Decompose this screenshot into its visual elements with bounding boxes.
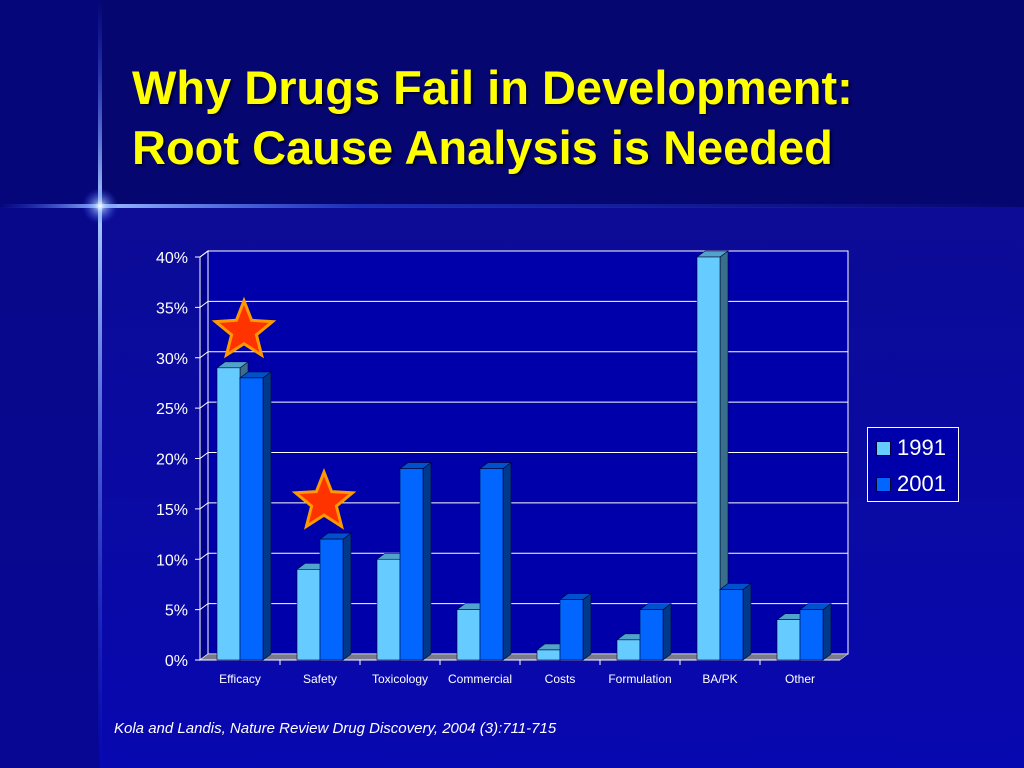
- bar-ba-pk-1991: [696, 256, 721, 661]
- legend-swatch-1991: [876, 440, 891, 456]
- citation: Kola and Landis, Nature Review Drug Disc…: [114, 720, 557, 737]
- bar-other-1991: [776, 619, 801, 661]
- bar-toxicology-1991: [376, 558, 401, 661]
- legend-item-2001: 2001: [876, 471, 946, 496]
- title-line-2: Root Cause Analysis is Needed: [132, 121, 833, 174]
- legend-item-1991: 1991: [876, 435, 946, 460]
- gridline: [199, 300, 848, 308]
- x-tick-label: BA/PK: [702, 672, 737, 686]
- gridline: [199, 502, 848, 510]
- x-tick-label: Efficacy: [219, 672, 261, 686]
- bar-ba-pk-2001: [719, 589, 744, 661]
- y-tick-label: 10%: [156, 552, 188, 569]
- bar-toxicology-2001-side: [422, 461, 432, 661]
- bar-commercial-2001-side: [502, 461, 512, 661]
- legend-label-1991: 1991: [897, 435, 946, 460]
- bar-commercial-2001: [479, 468, 504, 661]
- x-tick-label: Safety: [303, 672, 337, 686]
- x-tick-label: Other: [785, 672, 815, 686]
- bar-other-2001-side: [822, 603, 832, 661]
- bar-formulation-1991: [616, 639, 641, 661]
- bar-efficacy-2001-side: [262, 371, 272, 661]
- bar-efficacy-1991: [216, 367, 241, 661]
- bar-formulation-2001: [639, 609, 664, 661]
- star-icon: [211, 296, 277, 359]
- accent-line-vertical: [98, 0, 102, 768]
- gridline: [199, 552, 848, 560]
- gridline: [199, 603, 848, 611]
- y-tick-label: 40%: [156, 250, 188, 267]
- y-tick-label: 20%: [156, 452, 188, 469]
- bar-costs-2001: [559, 599, 584, 661]
- gridline: [199, 351, 848, 359]
- bar-safety-1991: [296, 569, 321, 661]
- sparkle-icon: [82, 188, 118, 224]
- title-line-1: Why Drugs Fail in Development:: [132, 61, 853, 114]
- x-tick-label: Commercial: [448, 672, 512, 686]
- bar-safety-2001: [319, 538, 344, 661]
- gridline: [199, 452, 848, 459]
- gridline: [199, 250, 848, 258]
- slide-title: Why Drugs Fail in Development: Root Caus…: [132, 58, 992, 178]
- bar-safety-2001-side: [342, 532, 352, 661]
- x-tick-label: Formulation: [608, 672, 671, 686]
- y-tick-label: 30%: [156, 351, 188, 368]
- bar-toxicology-2001: [399, 468, 424, 661]
- y-tick-label: 15%: [156, 502, 188, 519]
- bar-other-2001: [799, 609, 824, 661]
- star-icon: [291, 467, 357, 530]
- y-tick-label: 25%: [156, 401, 188, 418]
- bar-formulation-2001-side: [662, 603, 672, 661]
- chart-legend: 1991 2001: [867, 427, 959, 502]
- y-tick-label: 5%: [165, 603, 188, 620]
- x-tick-label: Costs: [545, 672, 576, 686]
- x-tick-label: Toxicology: [372, 672, 428, 686]
- legend-swatch-2001: [876, 476, 891, 492]
- y-tick-label: 0%: [165, 653, 188, 670]
- bar-ba-pk-2001-side: [742, 582, 752, 661]
- bar-costs-1991: [536, 649, 561, 661]
- bar-efficacy-2001: [239, 377, 264, 661]
- gridline: [199, 401, 848, 409]
- bar-costs-2001-side: [582, 592, 592, 661]
- accent-line-horizontal: [0, 204, 1024, 208]
- y-tick-label: 35%: [156, 300, 188, 317]
- bar-commercial-1991: [456, 609, 481, 661]
- legend-label-2001: 2001: [897, 471, 946, 496]
